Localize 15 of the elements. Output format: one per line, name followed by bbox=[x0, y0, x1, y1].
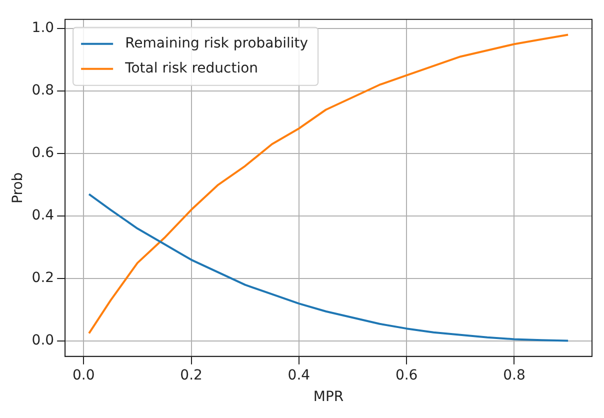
y-axis-title: Prob bbox=[10, 172, 26, 204]
y-tick-label: 0.4 bbox=[32, 208, 54, 224]
x-tick-label: 0.2 bbox=[180, 367, 202, 384]
legend-label: Total risk reduction bbox=[124, 60, 258, 77]
y-tick-label: 1.0 bbox=[32, 20, 54, 36]
y-tick-label: 0.6 bbox=[32, 145, 54, 162]
x-tick-label: 0.0 bbox=[72, 367, 95, 384]
x-tick-label: 0.6 bbox=[395, 367, 418, 384]
y-tick-label: 0.2 bbox=[32, 270, 54, 286]
y-tick-label: 0.8 bbox=[32, 82, 54, 99]
x-axis-title: MPR bbox=[313, 389, 344, 406]
x-tick-label: 0.8 bbox=[503, 367, 526, 384]
legend-label: Remaining risk probability bbox=[125, 36, 308, 52]
x-tick-label: 0.4 bbox=[288, 367, 310, 384]
y-tick-label: 0.0 bbox=[32, 332, 54, 349]
